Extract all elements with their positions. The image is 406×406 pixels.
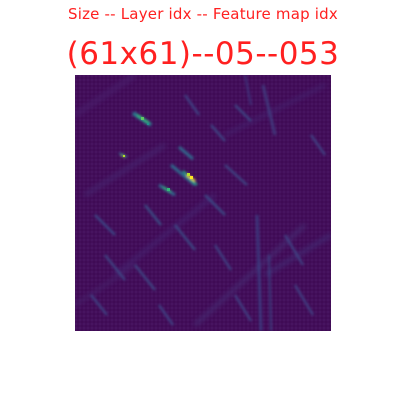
heatmap-vertical-streaks	[244, 75, 277, 331]
figure-title: (61x61)--05--053	[66, 36, 340, 72]
heatmap-diagonal-streaks	[90, 94, 326, 326]
figure-legend-caption: Size -- Layer idx -- Feature map idx	[68, 5, 338, 23]
feature-map-heatmap	[75, 75, 331, 331]
heatmap-hotspots	[123, 117, 193, 191]
